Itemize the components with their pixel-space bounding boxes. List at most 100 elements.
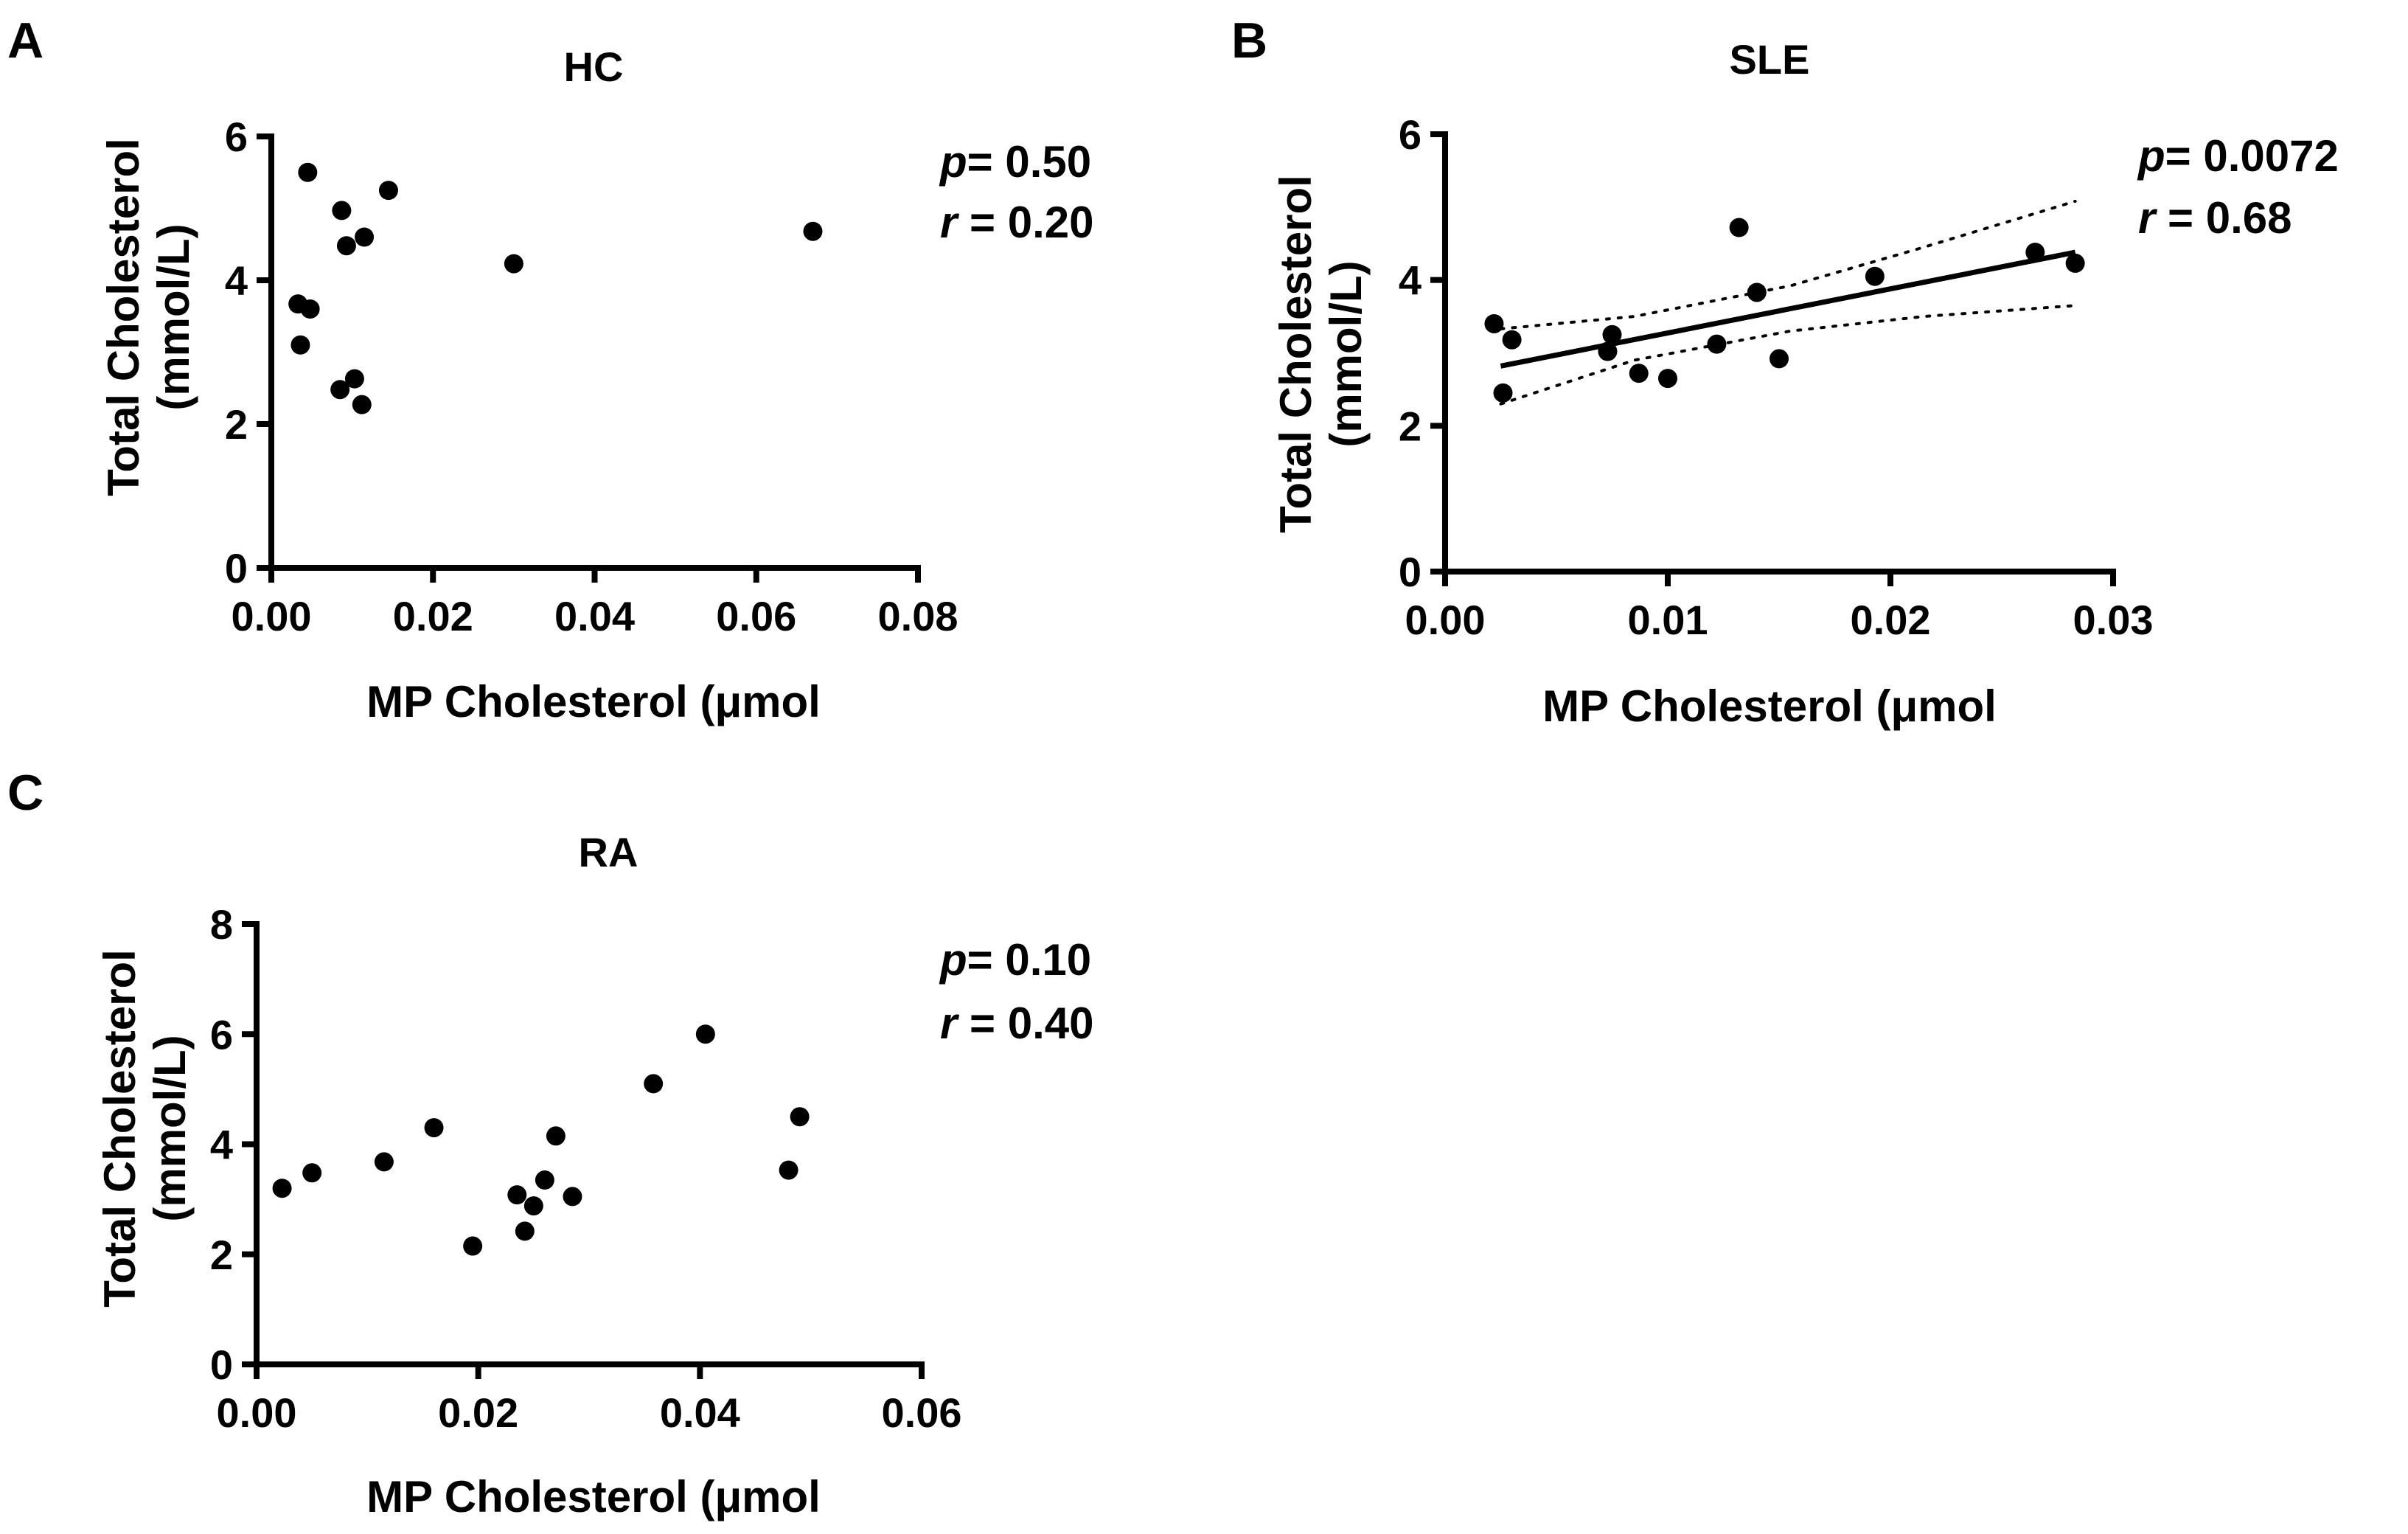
data-point [1602,324,1622,344]
p-symbol: p [2137,131,2165,181]
data-point [523,1196,543,1216]
data-point [344,369,364,389]
y-axis-label-hc: Total Cholesterol (mmol/L) [99,138,198,496]
panel-hc: A HC Total Cholesterol (mmol/L) MP Chole… [7,13,1094,726]
plot-area-sle: 0.00 0.01 0.02 0.03 0 2 4 6 [1399,111,2154,643]
x-axis-label-ra: MP Cholesterol (μmol [366,1472,821,1521]
data-point [355,227,375,247]
x-tick-label: 0.00 [1405,597,1486,643]
data-point [1865,266,1885,286]
data-point [330,380,350,400]
data-point [803,221,823,241]
y-axis-label-line1: Total Cholesterol [99,138,148,496]
y-tick-label: 2 [225,401,248,448]
data-point [1729,218,1749,237]
y-axis-label-sle: Total Cholesterol (mmol/L) [1271,175,1371,533]
y-tick-label: 0 [210,1342,233,1388]
data-point [504,254,523,274]
r-symbol: r [940,999,960,1048]
y-tick-label: 0 [225,545,248,591]
r-value-hc: r = 0.20 [940,198,1094,247]
p-value-text: = 0.0072 [2165,131,2339,181]
p-value-text: = 0.10 [967,935,1092,985]
y-tick-label: 2 [1399,403,1422,449]
panel-sle: B SLE Total Cholesterol (mmol/L) MP Chol… [1231,13,2339,731]
confidence-band-upper [1499,199,2077,330]
data-point [332,201,352,221]
p-symbol: p [939,935,967,985]
data-point [352,395,372,414]
panel-letter-a: A [7,13,44,69]
chart-title-hc: HC [564,44,624,90]
y-axis-label-line1: Total Cholesterol [1271,175,1320,533]
data-point [546,1126,566,1146]
chart-title-sle: SLE [1730,36,1810,83]
y-tick-label: 4 [225,257,248,304]
y-tick-label: 4 [210,1122,233,1168]
data-point [1707,334,1727,354]
data-point [424,1118,444,1138]
p-value-sle: p= 0.0072 [2137,131,2339,181]
y-axis-label-line2: (mmol/L) [1321,260,1371,447]
data-point [1502,330,1522,350]
data-point [1484,313,1504,333]
data-point [563,1187,582,1207]
x-axis-label-sle: MP Cholesterol (μmol [1542,681,1997,731]
data-point [1598,341,1618,361]
x-tick-label: 0.08 [878,593,958,639]
r-value-text: = 0.20 [957,198,1093,247]
p-value-hc: p= 0.50 [939,137,1091,187]
x-tick-label: 0.04 [660,1389,740,1436]
stats-hc: p= 0.50 r = 0.20 [939,137,1094,247]
data-point [2065,253,2085,273]
x-tick-label: 0.06 [882,1389,962,1436]
plot-area-ra: 0.00 0.02 0.04 0.06 0 2 4 6 8 [210,901,962,1436]
data-point [300,299,320,319]
y-axis-label-ra: Total Cholesterol (mmol/L) [95,949,195,1308]
data-point [290,335,310,355]
data-point [790,1107,810,1127]
y-tick-label: 6 [225,114,248,160]
data-point [272,1179,292,1198]
p-value-text: = 0.50 [967,137,1092,187]
data-point [1770,349,1789,369]
data-point [374,1152,394,1172]
plot-area-hc: 0.00 0.02 0.04 0.06 0.08 0 2 4 6 [225,114,958,639]
data-point [515,1221,535,1241]
x-axis-label-hc: MP Cholesterol (μmol [366,677,821,726]
y-axis-label-line1: Total Cholesterol [95,949,145,1308]
r-value-text: = 0.68 [2155,193,2292,243]
r-symbol: r [2138,193,2158,243]
data-point [463,1236,483,1256]
stats-sle: p= 0.0072 r = 0.68 [2137,131,2339,243]
p-symbol: p [939,137,967,187]
y-tick-label: 8 [210,901,233,948]
data-point [1658,369,1677,389]
data-point [1493,383,1513,403]
x-tick-label: 0.03 [2073,597,2154,643]
data-point [1629,364,1649,384]
p-value-ra: p= 0.10 [939,935,1091,985]
data-point [779,1160,798,1180]
y-tick-label: 2 [210,1232,233,1278]
data-point [1747,282,1767,302]
y-tick-label: 0 [1399,549,1422,595]
data-point [378,181,398,201]
y-tick-label: 4 [1399,257,1422,304]
r-value-text: = 0.40 [957,999,1093,1048]
y-tick-label: 6 [210,1011,233,1058]
panel-letter-b: B [1231,13,1267,69]
data-point [298,162,318,182]
x-tick-label: 0.02 [438,1389,518,1436]
data-point [302,1163,322,1183]
data-point [695,1024,715,1044]
y-tick-label: 6 [1399,111,1422,158]
r-value-sle: r = 0.68 [2138,193,2292,243]
data-point [507,1185,527,1205]
stats-ra: p= 0.10 r = 0.40 [939,935,1094,1048]
x-tick-label: 0.00 [217,1389,297,1436]
x-tick-label: 0.02 [1851,597,1931,643]
regression-line [1500,249,2076,369]
x-tick-label: 0.06 [716,593,796,639]
